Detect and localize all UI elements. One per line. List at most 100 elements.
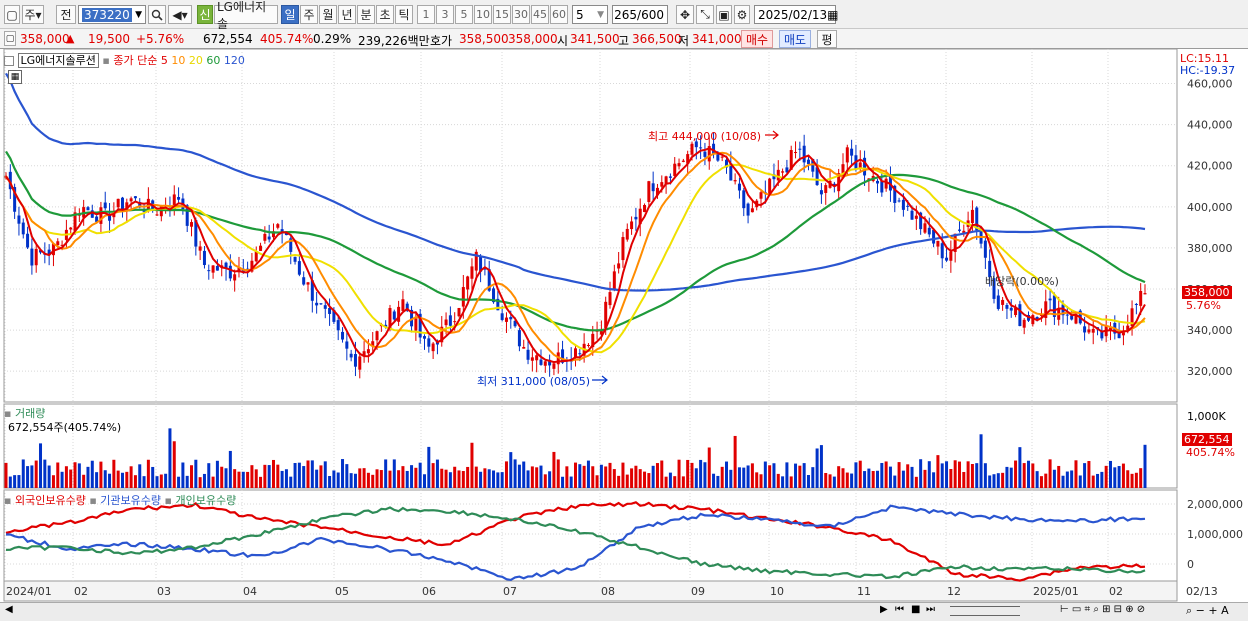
candle-body <box>1117 331 1121 339</box>
volume-bar <box>988 475 992 488</box>
date-input[interactable]: 2025/02/13 ▦ <box>754 5 839 24</box>
candle-body <box>483 268 487 270</box>
candle-body <box>1070 315 1074 320</box>
candle-body <box>276 224 280 228</box>
average-button[interactable]: 평 <box>817 30 837 48</box>
search-icon[interactable] <box>148 5 166 24</box>
candle-body <box>979 227 983 244</box>
candle-body <box>638 208 642 225</box>
scroll-right-icon[interactable]: ▶ <box>880 604 888 615</box>
x-axis-label: 04 <box>243 585 257 598</box>
speaker-icon[interactable]: ◀▾ <box>168 5 192 24</box>
zoom-controls-icon[interactable]: ⌕ − + A <box>1186 604 1229 617</box>
volume-bar <box>1083 463 1087 488</box>
volume-bar <box>319 465 323 488</box>
sell-button[interactable]: 매도 <box>779 30 811 48</box>
volume-bar <box>681 476 685 488</box>
candle-body <box>707 146 711 162</box>
candle-body <box>26 233 30 248</box>
interval-button-1[interactable]: 1 <box>417 5 435 24</box>
zoom-slider[interactable] <box>950 606 1020 616</box>
period-tab-5[interactable]: 초 <box>376 5 394 24</box>
volume-bar <box>224 468 228 488</box>
volume-bar <box>146 459 150 488</box>
candle-body <box>133 196 137 199</box>
collapse-icon[interactable]: ▢ <box>4 31 16 46</box>
scroll-bar[interactable]: ◀ ▶ ⏮ ■ ⏭ ⊢ ▭ ⌗ ⌕ ⊞ ⊟ ⊕ ⊘ ⌕ − + A <box>0 602 1248 621</box>
gear-icon[interactable]: ⚙ <box>734 5 750 24</box>
chart-tools-icon[interactable]: ✥ <box>676 5 694 24</box>
scroll-left-icon[interactable]: ◀ <box>5 604 13 615</box>
volume-bar <box>284 469 288 488</box>
candle-body <box>906 205 910 207</box>
candle-body <box>888 175 892 191</box>
interval-button-10[interactable]: 10 <box>474 5 492 24</box>
candle-body <box>509 317 513 320</box>
period-tab-6[interactable]: 틱 <box>395 5 413 24</box>
calendar-icon[interactable]: ▦ <box>827 7 839 22</box>
hc-label: HC:-19.37 <box>1180 64 1236 77</box>
ask-price: 358,500 <box>459 32 509 46</box>
volume-bar <box>159 474 163 488</box>
tool-icons[interactable]: ⊢ ▭ ⌗ ⌕ ⊞ ⊟ ⊕ ⊘ <box>1060 604 1146 615</box>
window-icon[interactable]: ▢ <box>4 5 20 24</box>
period-tab-1[interactable]: 주 <box>300 5 318 24</box>
candle-body <box>552 363 556 369</box>
interval-button-3[interactable]: 3 <box>436 5 454 24</box>
interval-button-15[interactable]: 15 <box>493 5 511 24</box>
interval-button-5[interactable]: 5 <box>455 5 473 24</box>
candle-body <box>936 240 940 247</box>
candle-body <box>630 221 634 230</box>
buy-button[interactable]: 매수 <box>741 30 773 48</box>
candle-body <box>1121 330 1125 336</box>
last-icon[interactable]: ⏭ <box>926 604 935 615</box>
volume-bar <box>880 462 884 488</box>
save-icon[interactable]: ▣ <box>716 5 732 24</box>
stock-code-input[interactable]: 373220 ▼ <box>78 5 146 24</box>
stop-icon[interactable]: ■ <box>911 604 921 615</box>
volume-bar <box>612 469 616 488</box>
candle-body <box>422 336 426 339</box>
stock-chart[interactable]: 2024/01 02 03 04 05 06 07 08 09 10 11 12 2025/01 02 02… <box>0 48 1248 602</box>
candle-body <box>358 356 362 370</box>
x-axis-label: 2024/01 <box>6 585 52 598</box>
volume-bar <box>371 474 375 488</box>
candle-body <box>17 215 21 224</box>
candle-body <box>940 243 944 259</box>
candle-body <box>34 248 38 266</box>
volume-bar <box>582 465 586 488</box>
chart-area[interactable]: 2024/01 02 03 04 05 06 07 08 09 10 11 12 2025/01 02 02… <box>0 48 1248 602</box>
candle-body <box>362 351 366 356</box>
candle-body <box>56 241 60 246</box>
period-tab-0[interactable]: 일 <box>281 5 299 24</box>
interval-button-30[interactable]: 30 <box>512 5 530 24</box>
market-selector[interactable]: 주 ▾ <box>22 5 44 24</box>
volume-bar <box>660 460 664 488</box>
first-icon[interactable]: ⏮ <box>895 604 904 615</box>
volume-bar <box>500 472 504 488</box>
volume-bar <box>914 476 918 488</box>
candle-body <box>910 210 914 220</box>
drawing-tools-icon[interactable]: ⤡ <box>696 5 714 24</box>
volume-bar <box>99 461 103 488</box>
x-axis-label: 02 <box>1109 585 1123 598</box>
open-label: 시 <box>557 34 569 48</box>
volume-bar <box>13 475 17 488</box>
volume-bar <box>772 463 776 488</box>
lc-label: LC:15.11 <box>1180 52 1230 65</box>
interval-button-60[interactable]: 60 <box>550 5 568 24</box>
period-tab-4[interactable]: 분 <box>357 5 375 24</box>
bar-count-input[interactable]: 265/600 <box>612 5 668 24</box>
volume-bar <box>806 475 810 488</box>
candle-body <box>932 229 936 244</box>
interval-select[interactable]: 5 ▼ <box>572 5 608 24</box>
prev-button[interactable]: 전 <box>56 5 76 24</box>
volume-bar <box>932 472 936 488</box>
table-icon[interactable]: ▦ <box>8 70 22 84</box>
period-tab-2[interactable]: 월 <box>319 5 337 24</box>
period-tab-3[interactable]: 년 <box>338 5 356 24</box>
candle-body <box>543 361 547 366</box>
interval-button-45[interactable]: 45 <box>531 5 549 24</box>
volume-bar <box>940 463 944 488</box>
candle-body <box>983 240 987 258</box>
